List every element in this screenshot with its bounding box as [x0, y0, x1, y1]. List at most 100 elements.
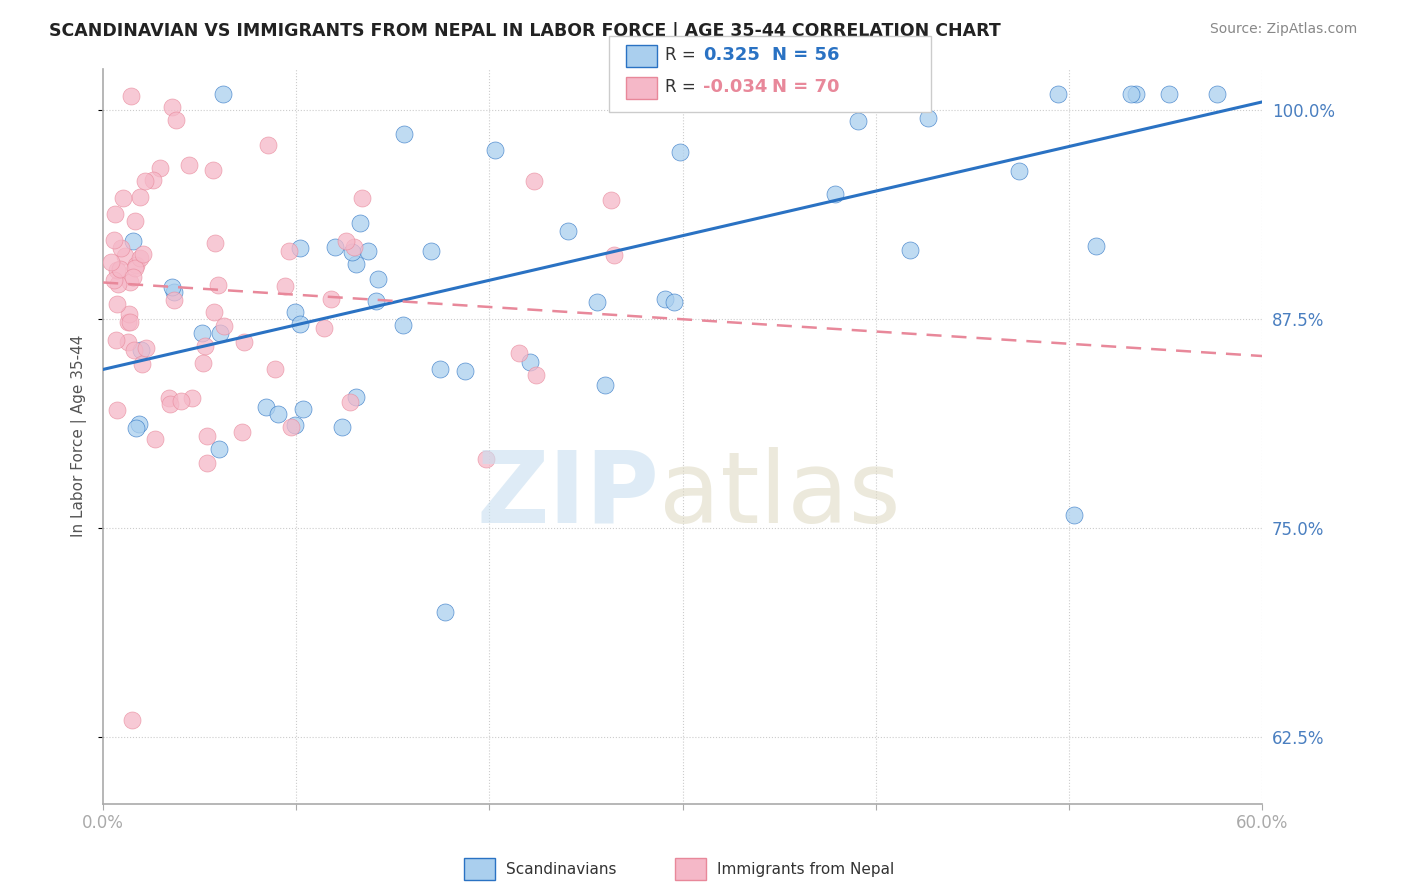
- Point: [1206, 87, 1229, 101]
- Point: [846, 113, 869, 128]
- Point: [291, 402, 314, 417]
- Point: [278, 244, 301, 259]
- Point: [330, 420, 353, 434]
- Point: [367, 272, 389, 286]
- Point: [669, 145, 692, 159]
- Point: [357, 244, 380, 259]
- Point: [212, 87, 235, 101]
- Point: [143, 432, 166, 446]
- Point: [366, 293, 388, 308]
- Point: [124, 214, 146, 228]
- Point: [523, 173, 546, 187]
- Point: [195, 429, 218, 443]
- Point: [429, 362, 451, 376]
- Point: [484, 143, 506, 157]
- Point: [586, 294, 609, 309]
- Point: [392, 128, 415, 142]
- Point: [160, 100, 183, 114]
- Point: [131, 247, 153, 261]
- Point: [256, 138, 278, 153]
- Point: [128, 417, 150, 432]
- Point: [212, 318, 235, 333]
- Point: [254, 401, 277, 415]
- Point: [165, 112, 187, 127]
- Text: Source: ZipAtlas.com: Source: ZipAtlas.com: [1209, 22, 1357, 37]
- Point: [335, 234, 357, 248]
- Point: [264, 362, 287, 376]
- Point: [603, 248, 626, 262]
- Point: [557, 224, 579, 238]
- Text: -0.034: -0.034: [703, 78, 768, 96]
- Text: atlas: atlas: [659, 447, 901, 543]
- Point: [129, 343, 152, 357]
- Point: [103, 207, 125, 221]
- Point: [824, 187, 846, 202]
- Point: [593, 377, 616, 392]
- Point: [105, 403, 128, 417]
- Point: [191, 356, 214, 370]
- Point: [519, 354, 541, 368]
- Point: [344, 391, 367, 405]
- Point: [312, 320, 335, 334]
- Point: [352, 191, 374, 205]
- Point: [288, 241, 311, 255]
- Point: [898, 244, 921, 258]
- Text: SCANDINAVIAN VS IMMIGRANTS FROM NEPAL IN LABOR FORCE | AGE 35-44 CORRELATION CHA: SCANDINAVIAN VS IMMIGRANTS FROM NEPAL IN…: [49, 22, 1001, 40]
- Point: [117, 315, 139, 329]
- Point: [524, 368, 547, 383]
- Point: [149, 161, 172, 175]
- Point: [118, 307, 141, 321]
- Point: [120, 315, 142, 329]
- Y-axis label: In Labor Force | Age 35-44: In Labor Force | Age 35-44: [72, 335, 87, 538]
- Point: [1008, 164, 1031, 178]
- Point: [1085, 239, 1108, 253]
- Point: [107, 277, 129, 291]
- Point: [195, 456, 218, 470]
- Point: [163, 293, 186, 308]
- Point: [194, 339, 217, 353]
- Point: [124, 260, 146, 275]
- Point: [742, 87, 765, 101]
- Point: [662, 294, 685, 309]
- Point: [129, 251, 152, 265]
- Point: [434, 605, 457, 619]
- Point: [599, 194, 621, 208]
- Point: [169, 393, 191, 408]
- Point: [267, 408, 290, 422]
- Point: [392, 318, 415, 333]
- Point: [654, 292, 676, 306]
- Point: [122, 343, 145, 358]
- Point: [135, 341, 157, 355]
- Text: N = 56: N = 56: [772, 46, 839, 64]
- Point: [233, 335, 256, 350]
- Text: N = 70: N = 70: [772, 78, 839, 96]
- Point: [105, 297, 128, 311]
- Point: [339, 394, 361, 409]
- Point: [862, 87, 884, 101]
- Point: [128, 190, 150, 204]
- Point: [105, 262, 128, 277]
- Point: [1063, 508, 1085, 522]
- Text: R =: R =: [665, 78, 702, 96]
- Point: [114, 249, 136, 263]
- Point: [284, 417, 307, 432]
- Point: [110, 241, 132, 255]
- Point: [319, 293, 342, 307]
- Point: [1047, 87, 1070, 101]
- Point: [125, 421, 148, 435]
- Point: [284, 305, 307, 319]
- Point: [121, 270, 143, 285]
- Point: [131, 357, 153, 371]
- Point: [100, 255, 122, 269]
- Point: [419, 244, 441, 259]
- Point: [201, 163, 224, 178]
- Point: [917, 112, 939, 126]
- Point: [474, 451, 496, 466]
- Point: [280, 420, 302, 434]
- Point: [1157, 87, 1180, 101]
- Point: [1119, 87, 1142, 101]
- Point: [134, 174, 156, 188]
- Text: 0.325: 0.325: [703, 46, 759, 64]
- Point: [273, 279, 295, 293]
- Point: [508, 346, 530, 360]
